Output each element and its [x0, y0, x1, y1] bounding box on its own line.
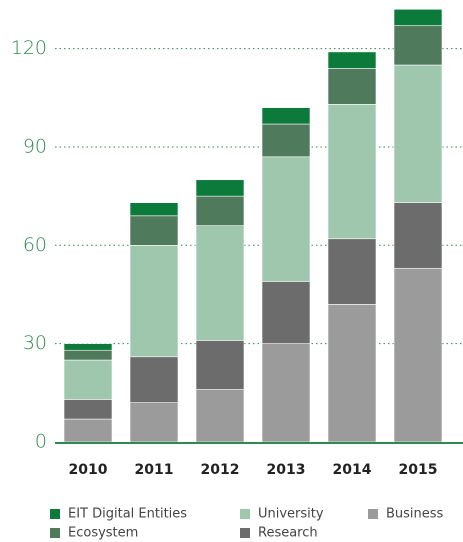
bar-segment	[261, 343, 311, 443]
bar-segment	[393, 202, 443, 269]
bar-segment	[63, 349, 113, 361]
bar-segment	[393, 267, 443, 443]
x-tick-label: 2011	[135, 462, 174, 478]
bar-segment	[327, 238, 377, 305]
bar-segment	[63, 359, 113, 400]
legend-label: Business	[386, 507, 444, 522]
x-tick-label: 2010	[69, 462, 108, 478]
legend-label: Research	[258, 526, 318, 541]
legend-swatch	[240, 509, 250, 519]
bar-segment	[195, 195, 245, 226]
bar-segment	[129, 356, 179, 403]
bar-segment	[129, 202, 179, 217]
bar-segment	[393, 64, 443, 203]
y-tick-label: 90	[23, 135, 47, 157]
bar-segment	[129, 245, 179, 358]
bar-segment	[195, 225, 245, 341]
y-tick-label: 30	[23, 332, 47, 354]
y-tick-label: 120	[11, 37, 47, 59]
y-tick-label: 60	[23, 234, 47, 256]
bar-segment	[63, 418, 113, 443]
bar-segment	[327, 51, 377, 69]
bar-segment	[195, 389, 245, 443]
bar-segment	[393, 25, 443, 66]
x-tick-label: 2012	[201, 462, 240, 478]
bar-segment	[63, 399, 113, 420]
bar-segment	[63, 343, 113, 351]
bar-segment	[129, 402, 179, 443]
legend-swatch	[50, 528, 60, 538]
bar-segment	[261, 107, 311, 125]
bar-segment	[261, 281, 311, 344]
bar-segment	[327, 104, 377, 240]
legend-swatch	[50, 509, 60, 519]
legend-swatch	[240, 528, 250, 538]
bar-segment	[129, 215, 179, 246]
bar-segment	[261, 123, 311, 158]
x-tick-label: 2014	[333, 462, 372, 478]
legend-label: Ecosystem	[68, 526, 138, 541]
legend-swatch	[368, 509, 378, 519]
bar-segment	[327, 304, 377, 443]
bar-segment	[393, 8, 443, 26]
legend-label: University	[258, 507, 324, 522]
bar-segment	[195, 179, 245, 197]
x-tick-label: 2013	[267, 462, 306, 478]
x-tick-label: 2015	[399, 462, 438, 478]
bar-segment	[261, 156, 311, 282]
bar-segment	[195, 340, 245, 390]
bar-segment	[327, 67, 377, 105]
legend-label: EIT Digital Entities	[68, 507, 187, 522]
y-tick-label: 0	[35, 431, 47, 453]
